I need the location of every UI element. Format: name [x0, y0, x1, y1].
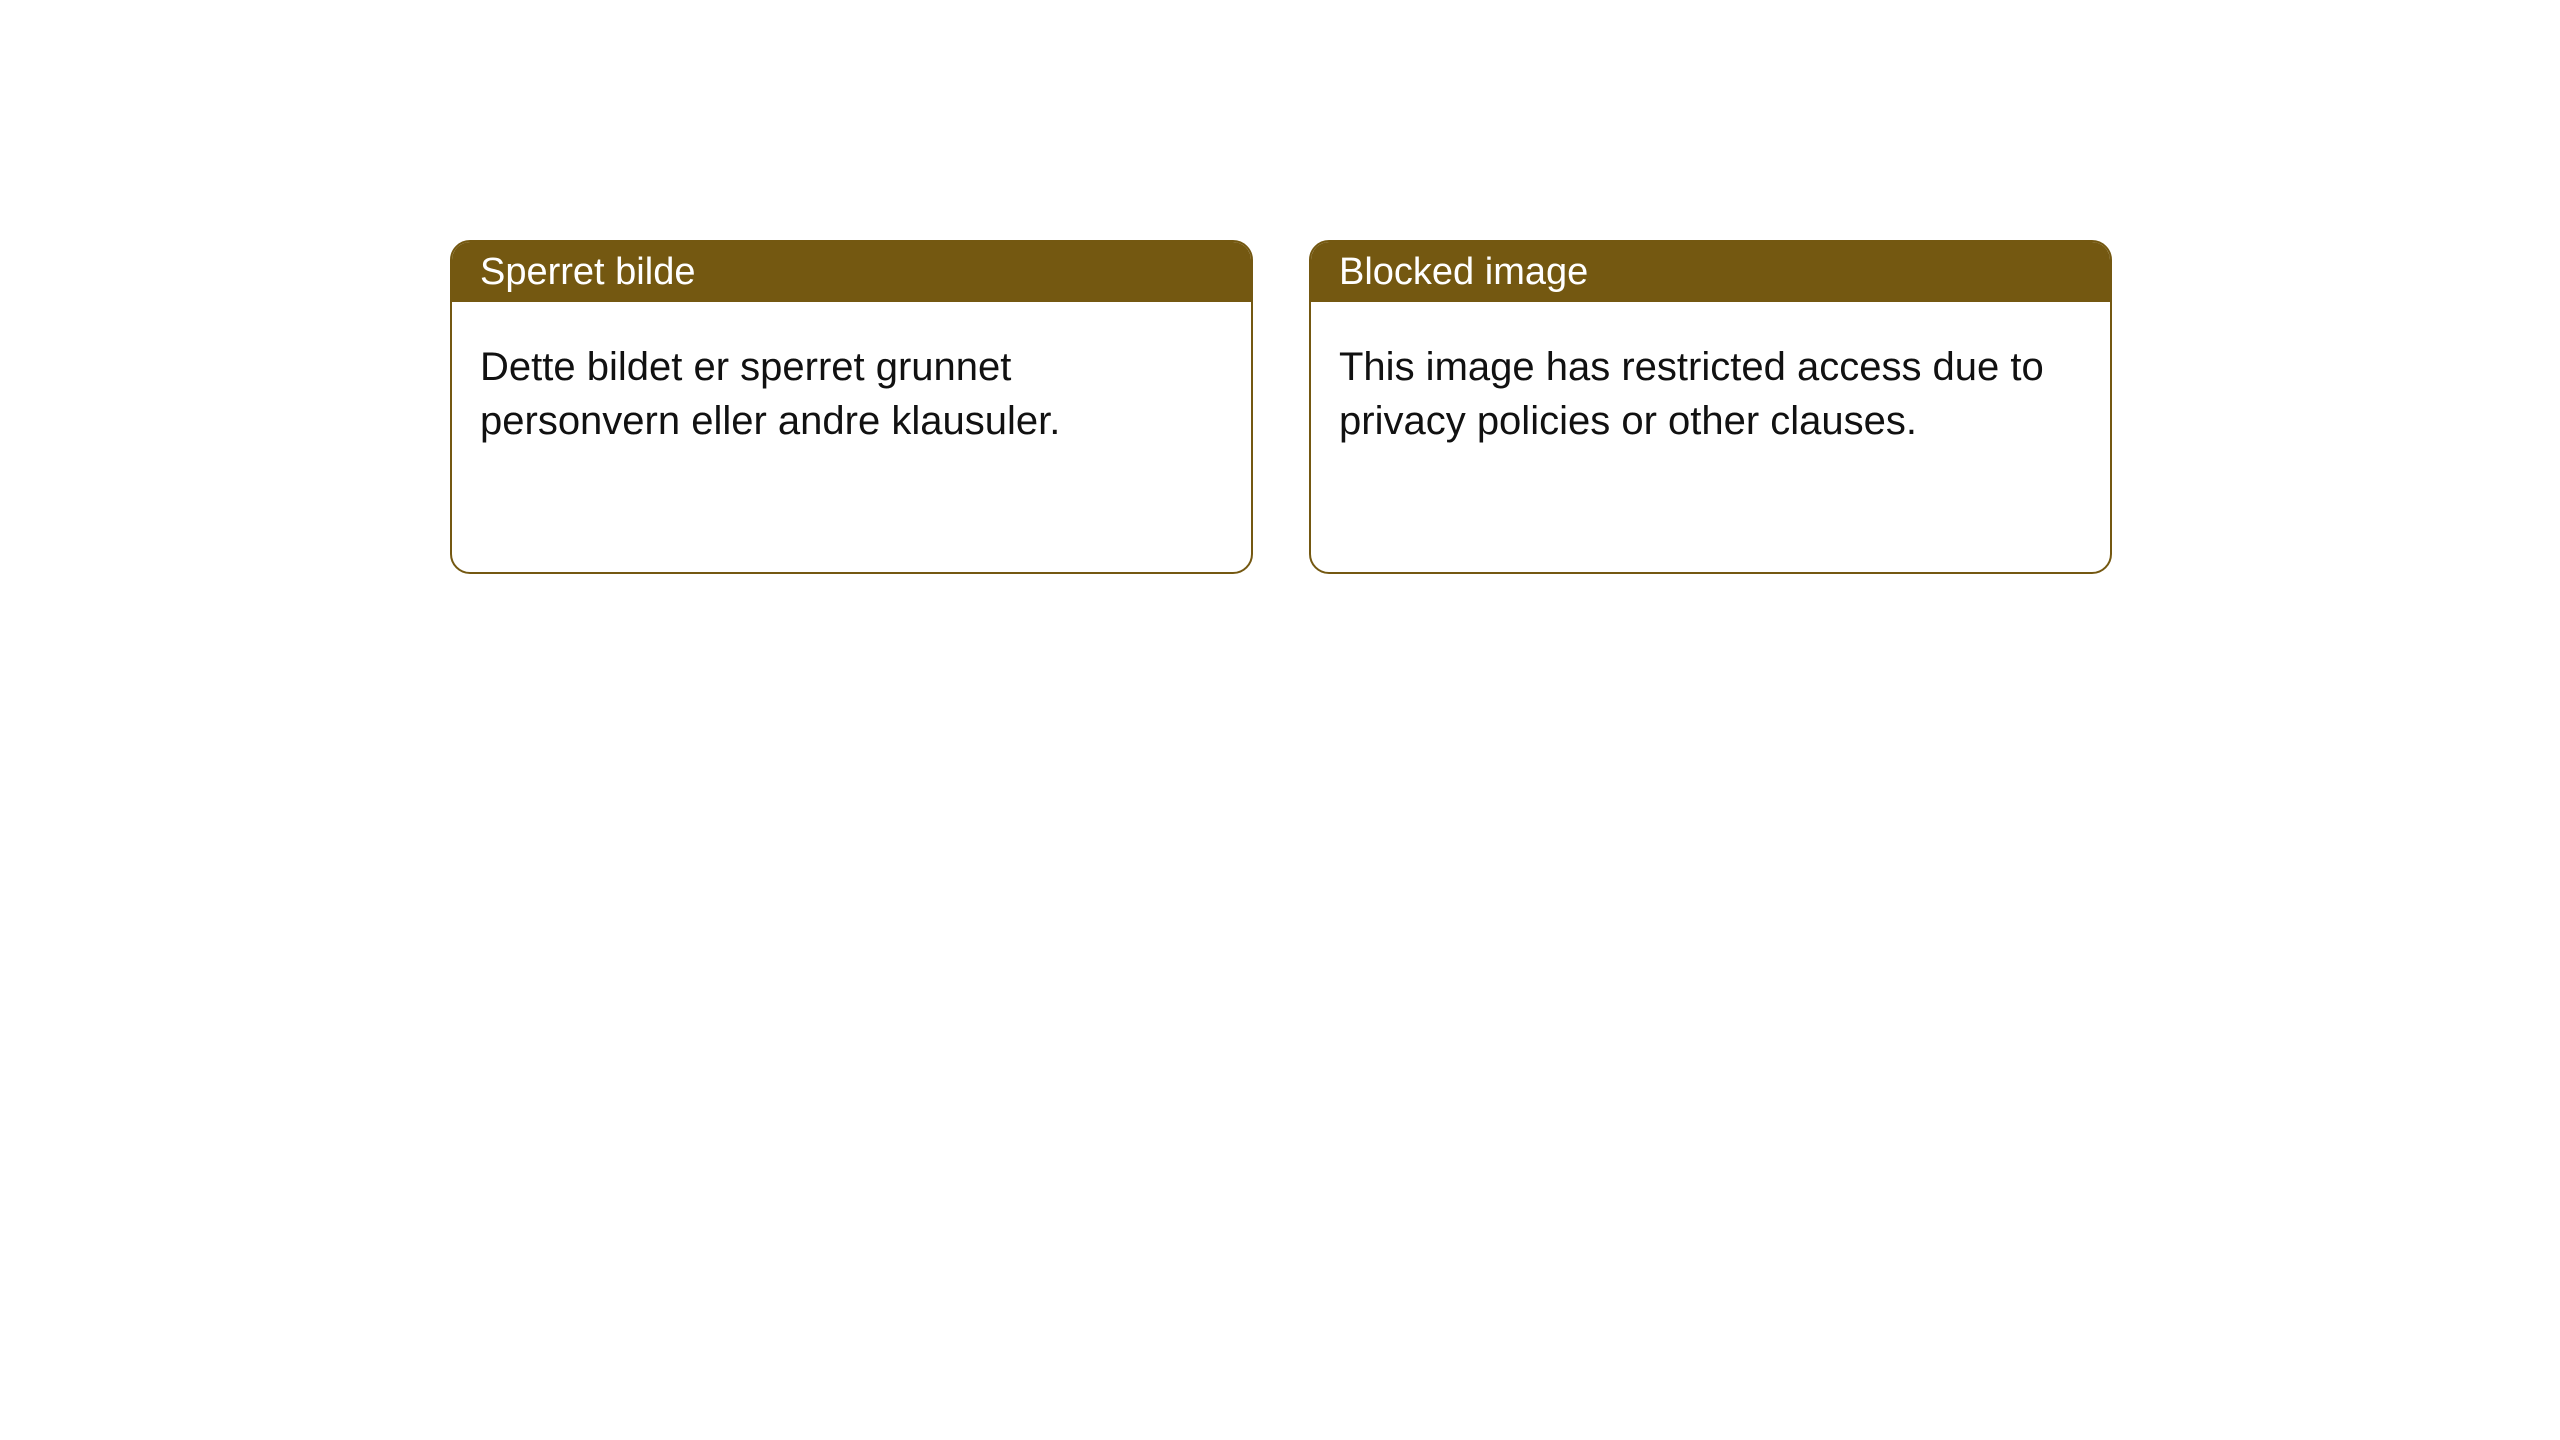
- notice-card-en-body-text: This image has restricted access due to …: [1339, 345, 2044, 443]
- notice-card-en: Blocked image This image has restricted …: [1309, 240, 2112, 574]
- page-root: Sperret bilde Dette bildet er sperret gr…: [0, 0, 2560, 1440]
- notice-card-no-body: Dette bildet er sperret grunnet personve…: [452, 302, 1251, 448]
- notice-card-en-title: Blocked image: [1339, 251, 1588, 294]
- notice-card-en-header: Blocked image: [1311, 242, 2110, 302]
- notice-card-no-header: Sperret bilde: [452, 242, 1251, 302]
- notice-card-no-title: Sperret bilde: [480, 251, 695, 294]
- notice-card-en-body: This image has restricted access due to …: [1311, 302, 2110, 448]
- notice-card-no: Sperret bilde Dette bildet er sperret gr…: [450, 240, 1253, 574]
- notice-card-no-body-text: Dette bildet er sperret grunnet personve…: [480, 345, 1060, 443]
